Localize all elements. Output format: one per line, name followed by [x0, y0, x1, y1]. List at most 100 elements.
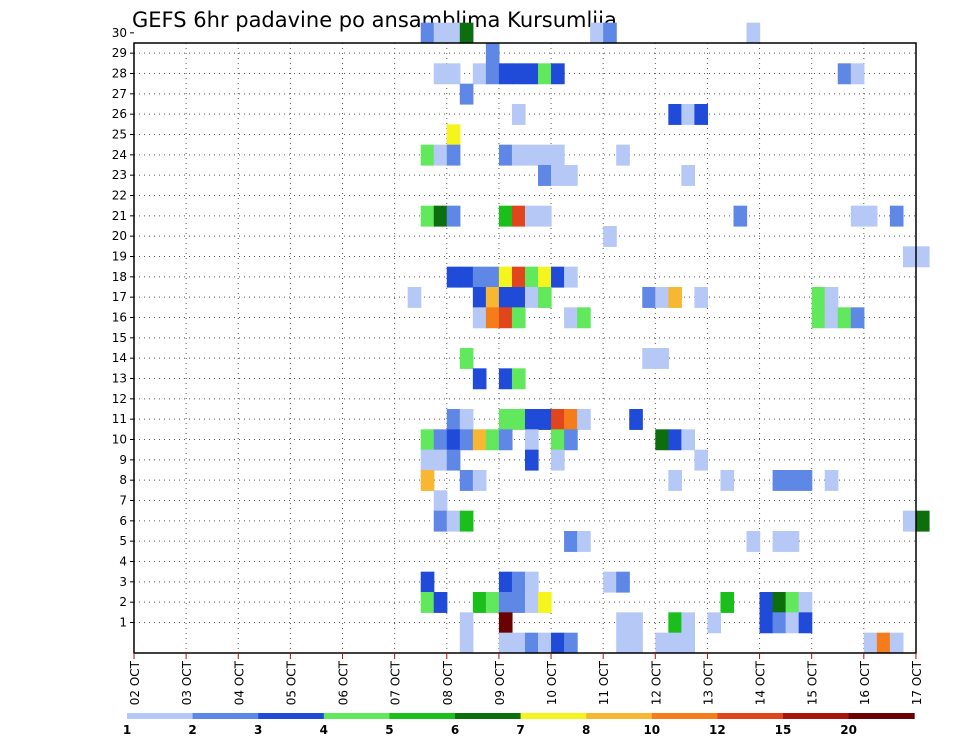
- y-tick-label: 16: [112, 311, 127, 325]
- precip-cell: [485, 307, 500, 329]
- precip-cell: [485, 43, 500, 64]
- precip-cell: [564, 307, 578, 329]
- y-tick-label: 2: [119, 595, 127, 609]
- precip-cell: [420, 22, 435, 44]
- x-tick-label: 17 OCT: [910, 660, 924, 705]
- color-scale-label: 4: [320, 723, 328, 737]
- y-tick-label: 5: [119, 534, 127, 548]
- precip-cell: [446, 22, 461, 44]
- color-scale-swatch: [651, 713, 718, 719]
- color-scale-label: 10: [643, 723, 660, 737]
- precip-cell: [733, 205, 748, 227]
- precip-cell: [824, 470, 839, 491]
- precip-cell: [472, 266, 487, 288]
- color-scale-label: 15: [775, 723, 792, 737]
- precip-cell: [538, 205, 552, 227]
- precip-cell: [850, 205, 865, 227]
- precip-cell: [446, 266, 461, 288]
- precip-cell: [511, 409, 526, 430]
- precip-cell: [863, 205, 878, 227]
- color-scale-swatch: [783, 713, 850, 719]
- precip-cell: [876, 632, 891, 654]
- precip-cell: [642, 348, 656, 369]
- precip-cell: [538, 409, 552, 430]
- precip-cell: [459, 470, 474, 491]
- precip-cell: [564, 531, 578, 552]
- precip-cell: [837, 63, 852, 85]
- y-tick-label: 12: [112, 392, 127, 406]
- precip-cell: [655, 287, 669, 308]
- precip-cell: [850, 63, 865, 85]
- x-tick-label: 12 OCT: [649, 660, 663, 705]
- precip-cell: [459, 510, 474, 532]
- x-tick-label: 03 OCT: [180, 660, 194, 705]
- precip-cell: [433, 490, 448, 512]
- precip-cell: [524, 144, 539, 166]
- precip-cell: [511, 307, 526, 329]
- color-scale-swatch: [520, 713, 587, 719]
- y-tick-label: 25: [112, 128, 127, 142]
- precip-cell: [498, 632, 513, 654]
- precip-cell: [551, 429, 565, 451]
- color-scale-label: 12: [709, 723, 726, 737]
- y-tick-label: 14: [112, 351, 127, 365]
- precip-cell: [524, 266, 539, 288]
- precip-cell: [538, 592, 552, 613]
- precip-cell: [511, 104, 526, 125]
- precip-cell: [629, 612, 643, 634]
- y-tick-label: 29: [112, 46, 127, 60]
- precip-cell: [889, 632, 904, 654]
- precip-cell: [511, 592, 526, 613]
- precip-cell: [759, 592, 774, 613]
- y-tick-label: 24: [112, 148, 127, 162]
- precip-cell: [459, 612, 474, 634]
- precip-cell: [498, 409, 513, 430]
- precip-cell: [459, 83, 474, 105]
- y-tick-label: 19: [112, 250, 127, 264]
- x-tick-label: 07 OCT: [389, 660, 403, 705]
- color-scale-label: 20: [840, 723, 857, 737]
- x-tick-label: 10 OCT: [545, 660, 559, 705]
- grid-lines: [134, 43, 916, 653]
- y-tick-label: 17: [112, 290, 127, 304]
- precip-cell: [616, 144, 630, 166]
- precip-cell: [681, 632, 695, 654]
- x-tick-label: 06 OCT: [337, 660, 351, 705]
- color-scale-swatch: [586, 713, 653, 719]
- precip-cell: [524, 571, 539, 593]
- precip-cell: [590, 22, 604, 44]
- precip-cell: [811, 287, 826, 308]
- precip-cell: [498, 612, 513, 634]
- precip-cell: [629, 409, 643, 430]
- chart-title: GEFS 6hr padavine po ansamblima Kursumli…: [132, 8, 617, 32]
- color-scale-label: 7: [516, 723, 524, 737]
- precip-cell: [433, 63, 448, 85]
- precip-cell: [655, 632, 669, 654]
- color-scale-swatch: [717, 713, 784, 719]
- precip-cell: [772, 470, 787, 491]
- precip-cell: [524, 592, 539, 613]
- precip-cell: [603, 22, 617, 44]
- precip-cell: [642, 287, 656, 308]
- precip-cell: [772, 612, 787, 634]
- precip-cell: [720, 470, 735, 491]
- precip-cell: [459, 409, 474, 430]
- precip-cell: [915, 246, 930, 268]
- precip-cell: [446, 63, 461, 85]
- precip-cell: [577, 409, 591, 430]
- precip-cell: [538, 144, 552, 166]
- precip-cell: [538, 63, 552, 85]
- precip-cell: [446, 449, 461, 471]
- y-tick-label: 26: [112, 107, 127, 121]
- precip-cell: [603, 571, 617, 593]
- precip-cell: [655, 348, 669, 369]
- x-tick-label: 16 OCT: [858, 660, 872, 705]
- precip-cell: [681, 104, 695, 125]
- color-scale-swatch: [455, 713, 522, 719]
- precip-cell: [472, 592, 487, 613]
- precip-cell: [577, 307, 591, 329]
- precip-cell: [772, 592, 787, 613]
- precip-cell: [511, 144, 526, 166]
- precip-cell: [668, 470, 682, 491]
- precip-cell: [538, 165, 552, 186]
